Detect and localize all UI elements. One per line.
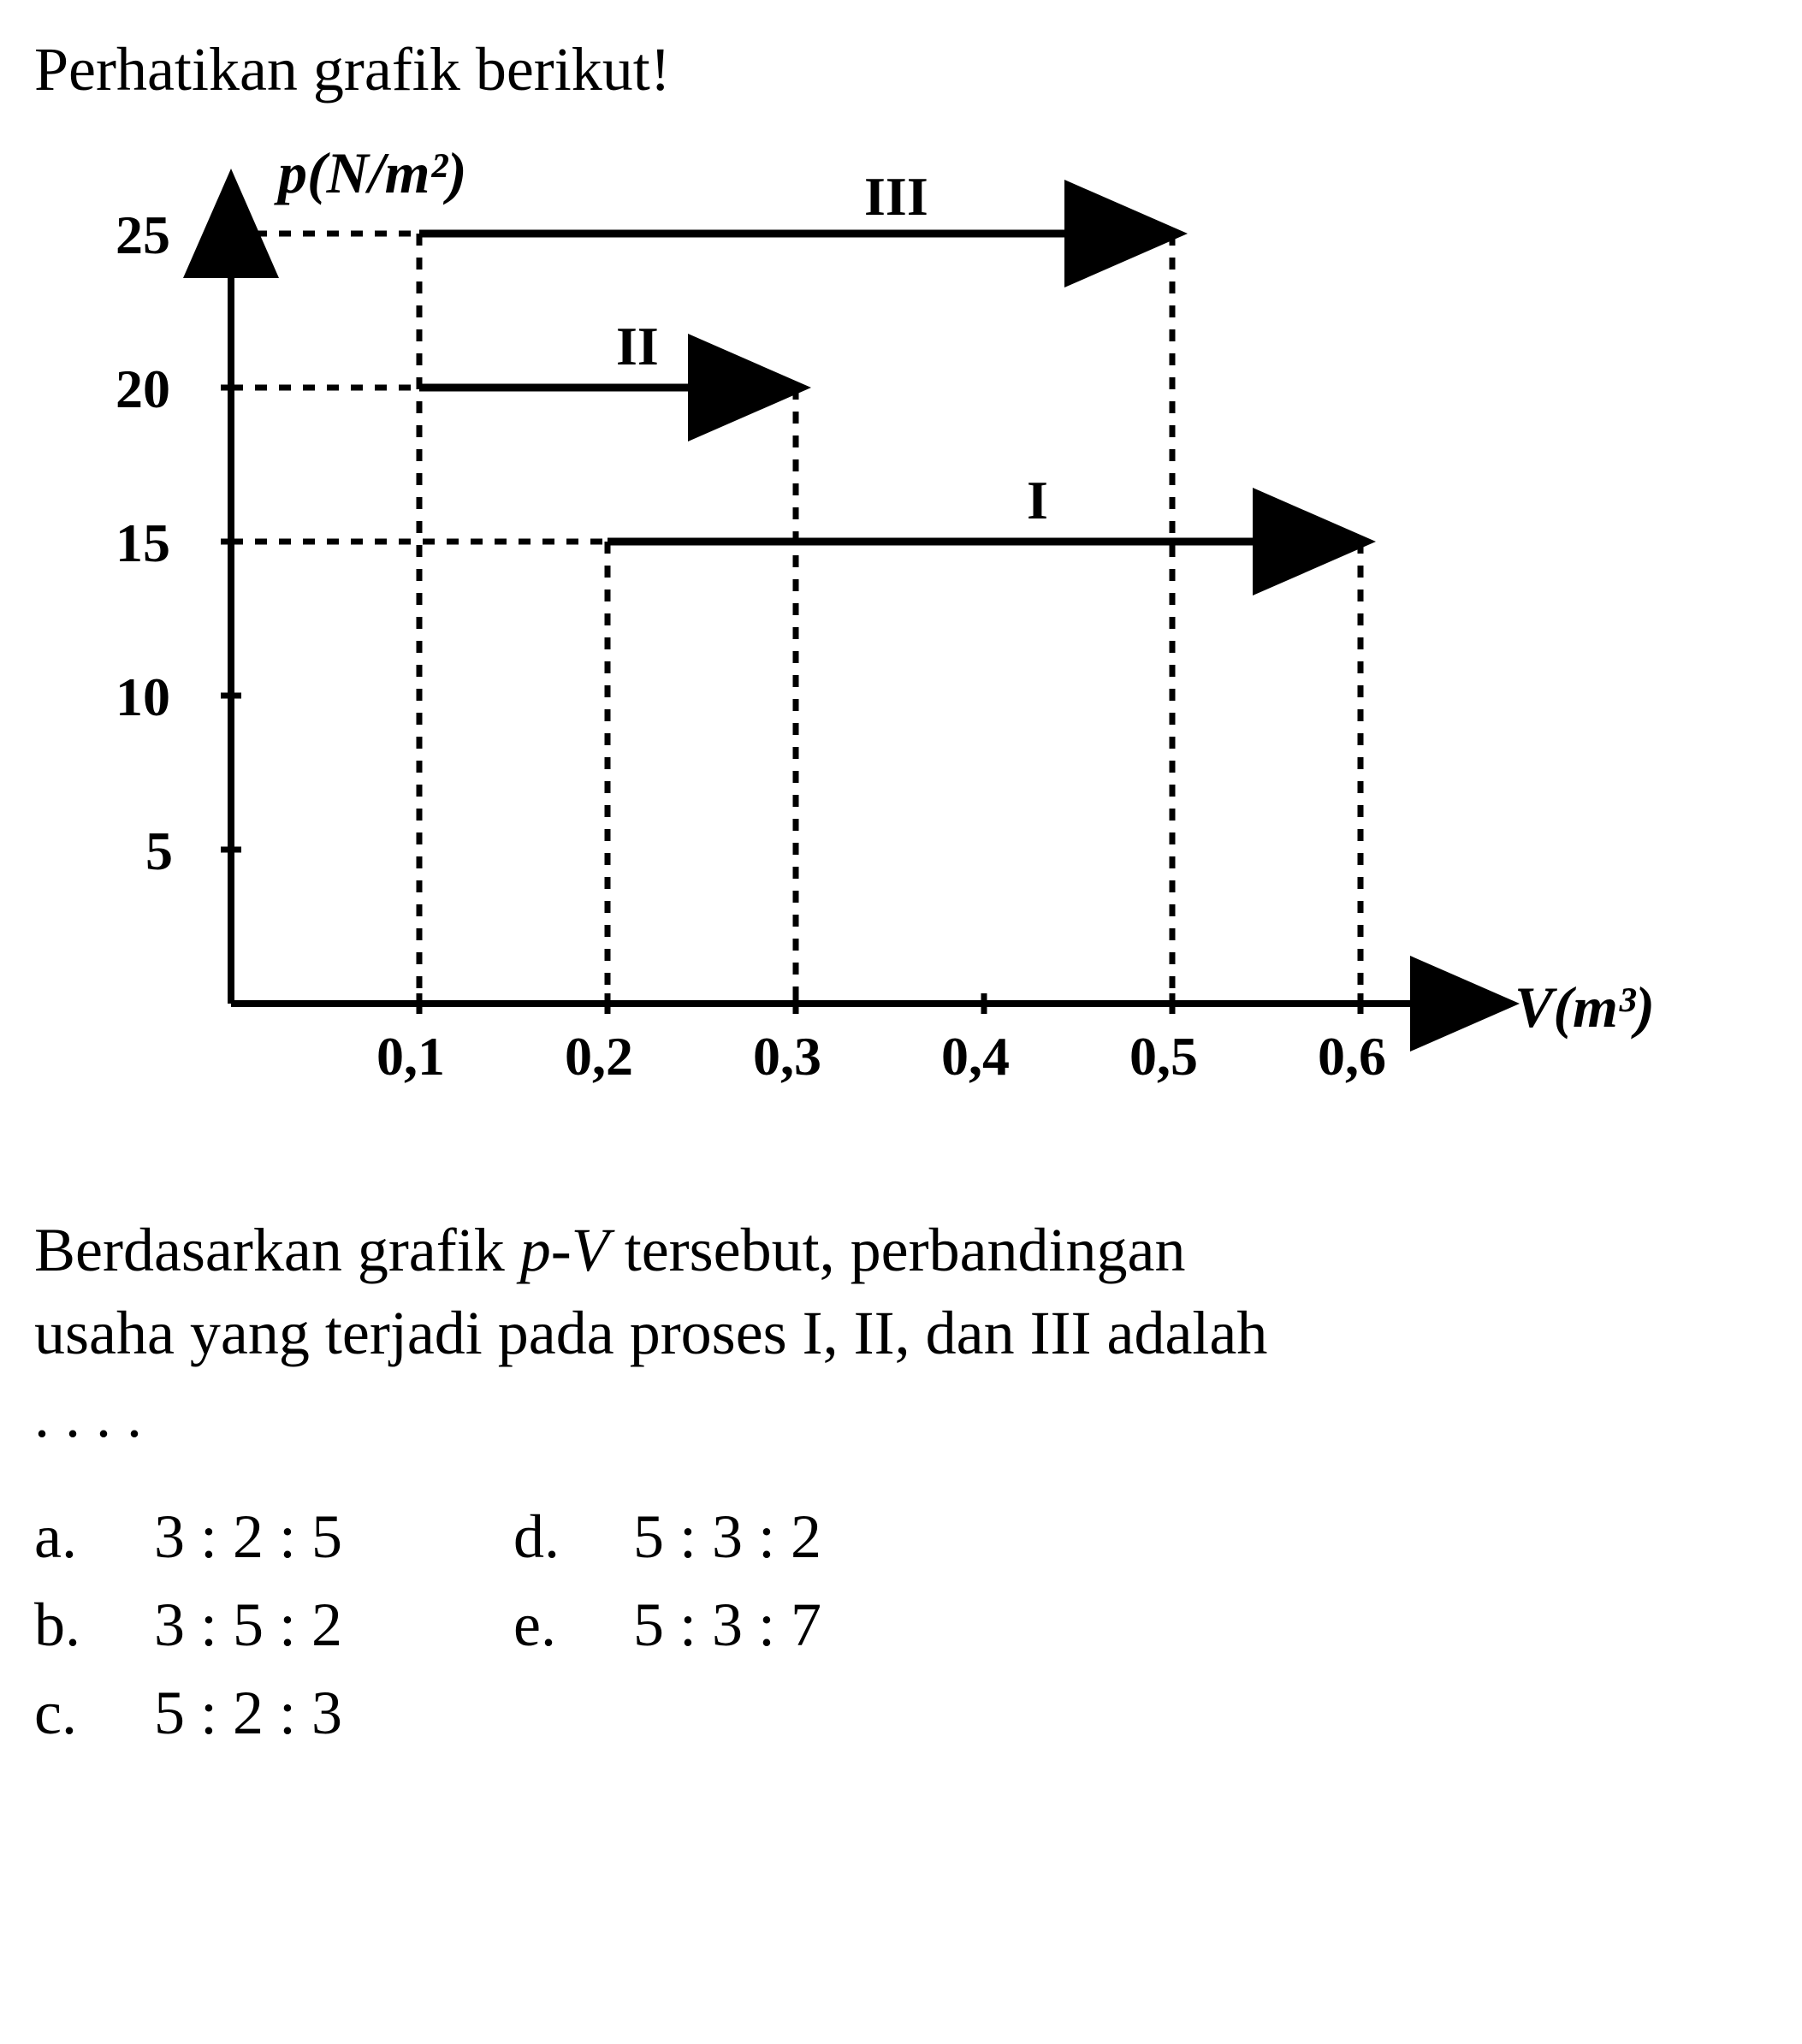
pv-chart: p(N/m²) V(m³) 5 10 15 20 25 0,1 0,2 0,3 … bbox=[34, 131, 1660, 1158]
ytick-label-15: 15 bbox=[116, 512, 170, 575]
chart-svg bbox=[34, 131, 1660, 1158]
xtick-label-06: 0,6 bbox=[1318, 1025, 1386, 1088]
x-axis-label: V(m³) bbox=[1515, 974, 1655, 1041]
xtick-label-05: 0,5 bbox=[1129, 1025, 1198, 1088]
option-b-value: 3 : 5 : 2 bbox=[154, 1590, 342, 1661]
option-b-letter: b. bbox=[34, 1590, 103, 1661]
options-column-left: a. 3 : 2 : 5 b. 3 : 5 : 2 c. 5 : 2 : 3 bbox=[34, 1502, 342, 1749]
xtick-label-02: 0,2 bbox=[565, 1025, 633, 1088]
xtick-label-01: 0,1 bbox=[376, 1025, 445, 1088]
question-text: Berdasarkan grafik p-V tersebut, perband… bbox=[34, 1209, 1768, 1459]
instruction-title: Perhatikan grafik berikut! bbox=[34, 34, 1768, 105]
option-b[interactable]: b. 3 : 5 : 2 bbox=[34, 1590, 342, 1661]
options-column-right: d. 5 : 3 : 2 e. 5 : 3 : 7 bbox=[513, 1502, 821, 1749]
option-c[interactable]: c. 5 : 2 : 3 bbox=[34, 1678, 342, 1749]
option-a[interactable]: a. 3 : 2 : 5 bbox=[34, 1502, 342, 1573]
ytick-label-5: 5 bbox=[145, 820, 173, 883]
y-axis-label: p(N/m²) bbox=[278, 139, 467, 207]
option-d-letter: d. bbox=[513, 1502, 582, 1573]
xtick-label-03: 0,3 bbox=[753, 1025, 821, 1088]
ytick-label-25: 25 bbox=[116, 204, 170, 267]
option-e-letter: e. bbox=[513, 1590, 582, 1661]
option-c-value: 5 : 2 : 3 bbox=[154, 1678, 342, 1749]
ytick-label-10: 10 bbox=[116, 666, 170, 729]
ytick-label-20: 20 bbox=[116, 358, 170, 421]
process-3-label: III bbox=[864, 165, 928, 228]
options-container: a. 3 : 2 : 5 b. 3 : 5 : 2 c. 5 : 2 : 3 d… bbox=[34, 1502, 1768, 1749]
option-d-value: 5 : 3 : 2 bbox=[633, 1502, 821, 1573]
option-e[interactable]: e. 5 : 3 : 7 bbox=[513, 1590, 821, 1661]
xtick-label-04: 0,4 bbox=[941, 1025, 1010, 1088]
option-a-letter: a. bbox=[34, 1502, 103, 1573]
process-2-label: II bbox=[616, 315, 659, 378]
process-1-label: I bbox=[1027, 469, 1048, 532]
option-c-letter: c. bbox=[34, 1678, 103, 1749]
option-d[interactable]: d. 5 : 3 : 2 bbox=[513, 1502, 821, 1573]
option-a-value: 3 : 2 : 5 bbox=[154, 1502, 342, 1573]
option-e-value: 5 : 3 : 7 bbox=[633, 1590, 821, 1661]
